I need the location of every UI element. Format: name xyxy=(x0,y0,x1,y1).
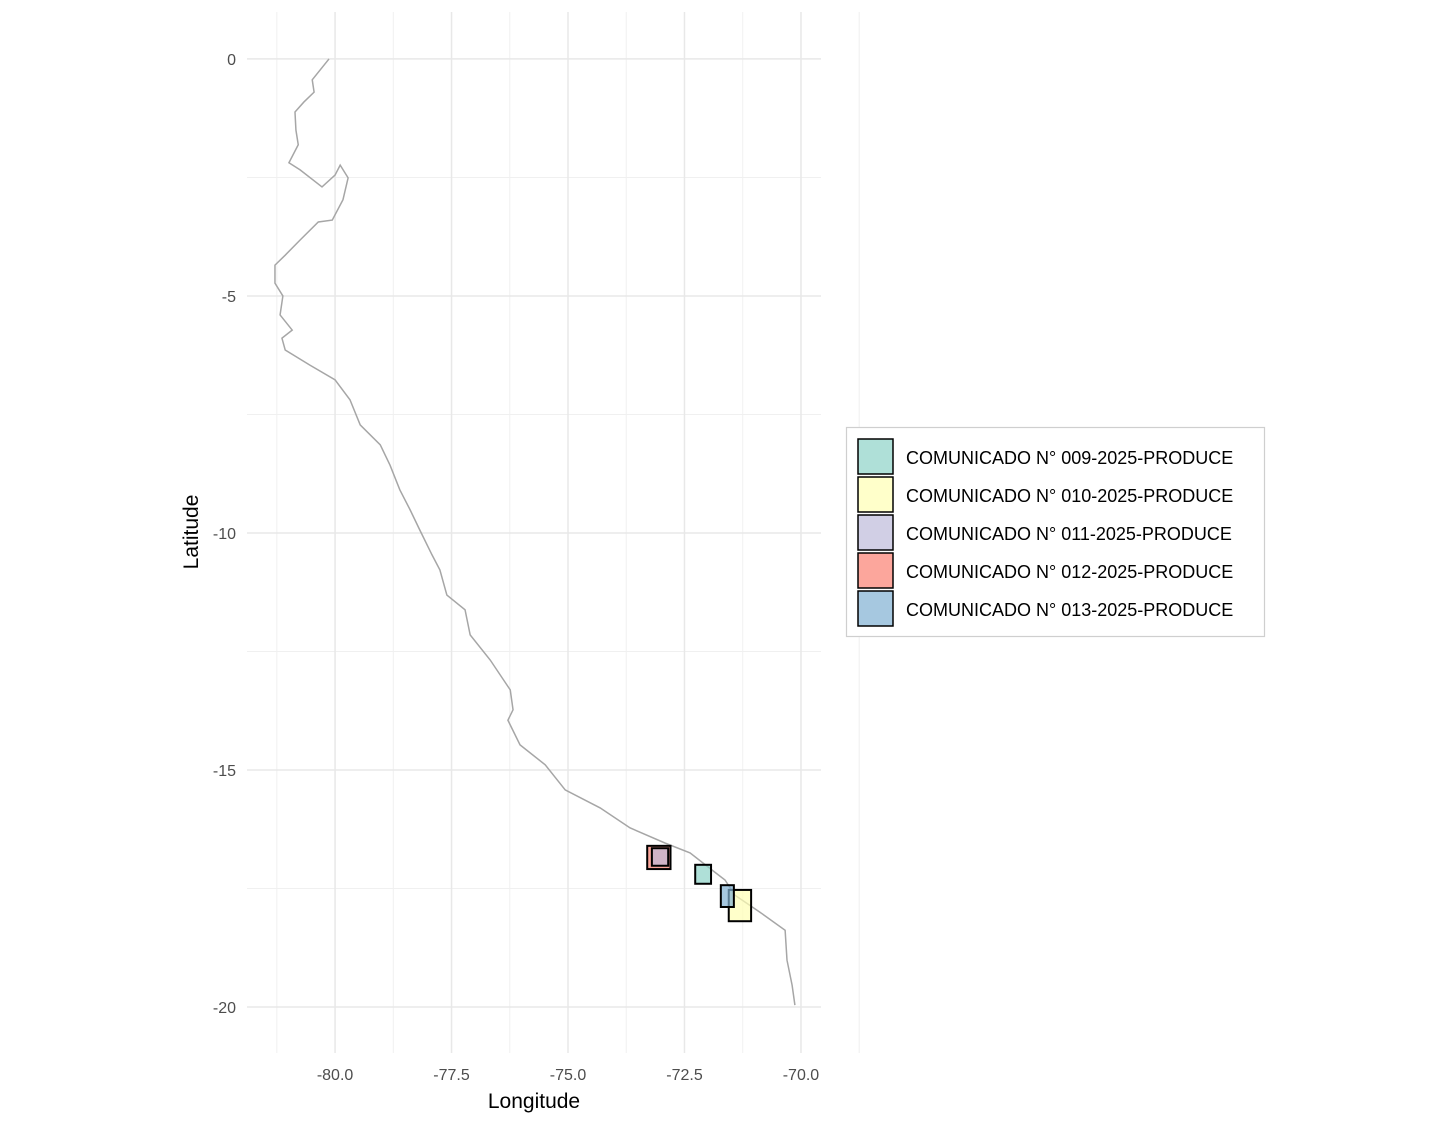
y-tick-label: -5 xyxy=(222,289,236,306)
coastline xyxy=(274,58,796,1006)
x-tick-label: -80.0 xyxy=(317,1067,354,1084)
y-tick-label: -15 xyxy=(213,763,236,780)
y-axis-title: Latitude xyxy=(180,495,203,570)
y-axis-ticks: 0 -5 -10 -15 -20 xyxy=(213,52,236,1017)
legend-label: COMUNICADO N° 012-2025-PRODUCE xyxy=(906,562,1233,582)
legend-label: COMUNICADO N° 013-2025-PRODUCE xyxy=(906,600,1233,620)
polygon-009 xyxy=(694,863,713,885)
legend-key xyxy=(857,438,894,475)
polygon-013 xyxy=(719,884,735,908)
y-tick-label: -20 xyxy=(213,1000,236,1017)
legend-key xyxy=(857,514,894,551)
legend-label: COMUNICADO N° 011-2025-PRODUCE xyxy=(906,524,1232,544)
legend-key xyxy=(857,590,894,627)
x-axis-ticks: -80.0 -77.5 -75.0 -72.5 -70.0 xyxy=(317,1067,819,1084)
x-tick-label: -70.0 xyxy=(783,1067,820,1084)
legend-key xyxy=(857,476,894,513)
y-tick-label: -10 xyxy=(213,526,236,543)
y-tick-label: 0 xyxy=(227,52,236,69)
x-axis-title: Longitude xyxy=(488,1090,580,1113)
legend-key xyxy=(857,552,894,589)
polygons xyxy=(646,844,753,923)
x-tick-label: -75.0 xyxy=(550,1067,587,1084)
x-tick-label: -77.5 xyxy=(433,1067,470,1084)
legend-box xyxy=(845,426,1266,638)
legend-label: COMUNICADO N° 010-2025-PRODUCE xyxy=(906,486,1233,506)
legend: COMUNICADO N° 009-2025-PRODUCE COMUNICADO… xyxy=(845,426,1266,638)
x-tick-label: -72.5 xyxy=(666,1067,703,1084)
legend-label: COMUNICADO N° 009-2025-PRODUCE xyxy=(906,448,1233,468)
polygon-011 xyxy=(650,847,670,867)
